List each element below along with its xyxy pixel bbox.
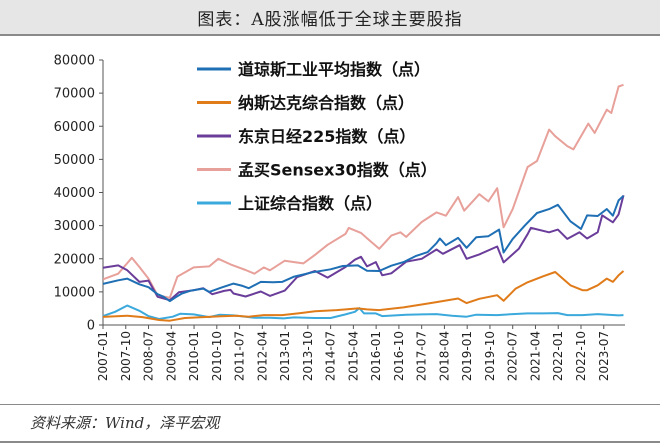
x-tick-label: 2021-04 [528, 331, 542, 381]
x-axis: 2007-01 2007-10 2008-07 2009-04 2010-01 2010-… [96, 324, 625, 381]
source-note: 资料来源：Wind，泽平宏观 [30, 414, 220, 432]
y-tick-label: 50000 [54, 153, 95, 168]
x-tick-label: 2017-07 [415, 331, 429, 381]
x-tick-label: 2009-04 [164, 331, 178, 381]
y-tick-label: 10000 [54, 285, 95, 300]
legend-label: 东京日经225指数（点） [238, 127, 415, 146]
x-tick-label: 2020-07 [506, 331, 520, 381]
x-tick-label: 2007-01 [96, 331, 110, 381]
divider-bottom [0, 441, 660, 443]
y-tick-label: 0 [87, 319, 95, 334]
x-tick-label: 2022-01 [551, 331, 565, 381]
series-line [102, 195, 625, 303]
legend-label: 上证综合指数（点） [238, 194, 382, 213]
series-layer [102, 83, 625, 322]
y-tick-label: 60000 [54, 120, 95, 135]
legend: 道琼斯工业平均指数（点） 纳斯达克综合指数（点） 东京日经225指数（点） 孟买Sen… [197, 60, 437, 213]
x-tick-label: 2016-10 [392, 331, 406, 381]
x-tick-label: 2019-01 [460, 331, 474, 381]
y-tick-label: 40000 [54, 186, 95, 201]
series-line [102, 304, 624, 320]
x-tick-label: 2013-01 [278, 331, 292, 381]
y-tick-label: 70000 [54, 87, 95, 102]
x-tick-label: 2011-07 [233, 331, 247, 381]
x-tick-label: 2015-04 [346, 331, 360, 381]
x-tick-label: 2022-10 [574, 331, 588, 381]
x-tick-label: 2016-01 [369, 331, 383, 381]
y-tick-label: 80000 [54, 54, 95, 69]
legend-label: 孟买Sensex30指数（点） [238, 161, 437, 180]
x-tick-label: 2023-07 [597, 331, 611, 381]
x-tick-label: 2018-04 [437, 331, 451, 381]
y-tick-label: 20000 [54, 252, 95, 267]
divider [0, 404, 660, 405]
x-tick-label: 2010-01 [187, 331, 201, 381]
x-tick-label: 2019-10 [483, 331, 497, 381]
x-tick-label: 2012-04 [255, 331, 269, 381]
chart-title: 图表：A股涨幅低于全球主要股指 [197, 10, 463, 30]
legend-label: 纳斯达克综合指数（点） [238, 94, 414, 113]
y-axis: 0 10000 20000 30000 40000 50000 60000 70000 8000… [54, 54, 104, 334]
series-line [102, 270, 625, 322]
x-tick-label: 2014-07 [324, 331, 338, 381]
title-bar: 图表：A股涨幅低于全球主要股指 [0, 0, 660, 36]
series-line [102, 83, 624, 299]
x-tick-label: 2007-10 [119, 331, 133, 381]
line-chart: 0 10000 20000 30000 40000 50000 60000 70000 8000… [54, 54, 625, 381]
x-tick-label: 2013-10 [301, 331, 315, 381]
x-tick-label: 2008-07 [142, 331, 156, 381]
x-tick-label: 2010-10 [210, 331, 224, 381]
y-tick-label: 30000 [54, 219, 95, 234]
legend-label: 道琼斯工业平均指数（点） [238, 60, 430, 79]
